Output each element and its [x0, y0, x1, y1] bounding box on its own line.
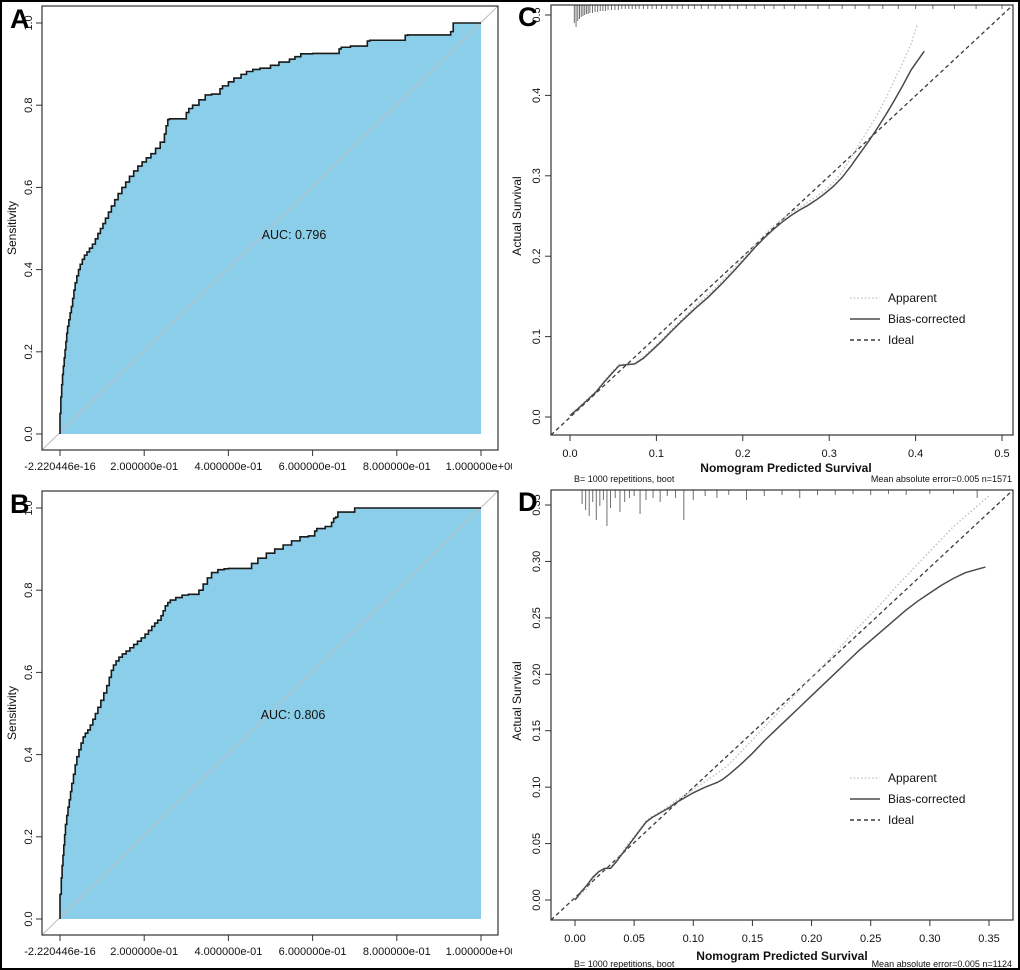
footnote-repetitions: B= 1000 repetitions, boot	[574, 959, 675, 969]
y-tick-label: 0.2	[23, 829, 35, 844]
legend-label: Ideal	[888, 333, 914, 347]
y-tick-label: 0.1	[531, 329, 543, 344]
chance-diagonal-line	[41, 5, 499, 451]
panel-d-label: D	[518, 487, 538, 517]
panel-b-roc-plot: -2.220446e-16 2.000000e-01 4.000000e-01 6.0…	[5, 490, 512, 958]
y-tick-label: 0.8	[23, 98, 35, 113]
panel-c-calibration-plot: 0.0 0.1 0.2 0.3 0.4 0.5 0.0 0.1 0.2 0.3 0.4 0.5 Nomo…	[512, 4, 1014, 484]
x-tick-label: 0.4	[908, 448, 923, 460]
y-axis-title: Sensitivity	[5, 686, 19, 740]
x-tick-label: 4.000000e-01	[194, 461, 262, 473]
x-tick-label: -2.220446e-16	[24, 946, 96, 958]
x-tick-label: -2.220446e-16	[24, 461, 96, 473]
legend-label: Apparent	[888, 771, 937, 785]
chance-diagonal-line	[41, 490, 499, 936]
x-tick-label: 0.0	[562, 448, 577, 460]
legend-label: Ideal	[888, 813, 914, 827]
x-tick-label: 0.3	[822, 448, 837, 460]
x-axis-title: Nomogram Predicted Survival	[700, 461, 871, 475]
x-tick-label: 0.25	[860, 933, 881, 945]
y-tick-label: 0.6	[23, 665, 35, 680]
x-tick-label: 4.000000e-01	[194, 946, 262, 958]
plot-frame	[550, 4, 1014, 436]
y-tick-label: 0.0	[23, 426, 35, 441]
plot-frame	[550, 489, 1014, 921]
y-tick-label: 0.5	[531, 7, 543, 22]
y-tick-label: 0.15	[531, 720, 543, 741]
x-axis-title: Nomogram Predicted Survival	[696, 949, 867, 963]
legend-label: Apparent	[888, 291, 937, 305]
y-tick-label: 0.0	[531, 409, 543, 424]
x-tick-label: 0.35	[978, 933, 999, 945]
x-tick-label: 1.000000e+00	[446, 461, 512, 473]
footnote-mean-error: Mean absolute error=0.005 n=1571	[871, 474, 1012, 484]
x-tick-label: 0.10	[683, 933, 704, 945]
y-tick-label: 0.20	[531, 664, 543, 685]
y-tick-label: 0.4	[23, 747, 35, 762]
y-tick-label: 0.00	[531, 889, 543, 910]
y-tick-label: 0.10	[531, 776, 543, 797]
footnote-repetitions: B= 1000 repetitions, boot	[574, 474, 675, 484]
roc-curve	[59, 22, 481, 434]
panel-c-label: C	[518, 2, 538, 32]
y-tick-label: 0.25	[531, 607, 543, 628]
x-tick-label: 0.20	[801, 933, 822, 945]
y-axis-title: Sensitivity	[5, 201, 19, 255]
roc-curve	[59, 507, 481, 919]
y-axis-title: Actual Survival	[512, 176, 524, 255]
x-tick-label: 0.1	[649, 448, 664, 460]
bias-corrected-curve	[574, 566, 986, 901]
panel-a-label: A	[10, 4, 30, 34]
y-tick-label: 1.0	[23, 15, 35, 30]
y-tick-label: 0.2	[531, 249, 543, 264]
ideal-line	[550, 489, 1014, 921]
x-tick-label: 0.2	[735, 448, 750, 460]
y-tick-label: 0.05	[531, 833, 543, 854]
x-tick-label: 2.000000e-01	[110, 461, 178, 473]
y-axis-title: Actual Survival	[512, 661, 524, 740]
auc-annotation: AUC: 0.796	[262, 228, 327, 242]
x-tick-label: 6.000000e-01	[279, 946, 347, 958]
y-tick-label: 0.4	[23, 262, 35, 277]
x-tick-label: 1.000000e+00	[446, 946, 512, 958]
plot-frame	[41, 490, 499, 936]
x-tick-label: 0.15	[742, 933, 763, 945]
roc-area-fill	[60, 23, 481, 434]
legend-label: Bias-corrected	[888, 312, 965, 326]
x-tick-label: 8.000000e-01	[363, 461, 431, 473]
footnote-mean-error: Mean absolute error=0.005 n=1124	[872, 959, 1012, 969]
ideal-line	[550, 4, 1014, 436]
apparent-curve	[574, 495, 990, 901]
legend-label: Bias-corrected	[888, 792, 965, 806]
x-tick-label: 6.000000e-01	[279, 461, 347, 473]
bias-corrected-curve	[569, 50, 925, 416]
y-tick-label: 0.4	[531, 88, 543, 103]
apparent-curve	[569, 24, 918, 416]
y-tick-label: 0.0	[23, 911, 35, 926]
y-tick-label: 1.0	[23, 500, 35, 515]
panel-b-label: B	[10, 489, 30, 519]
x-tick-label: 8.000000e-01	[363, 946, 431, 958]
x-tick-label: 0.00	[564, 933, 585, 945]
y-tick-label: 0.2	[23, 344, 35, 359]
panel-d-calibration-plot: 0.00 0.05 0.10 0.15 0.20 0.25 0.30 0.35 0.00 0.05…	[512, 489, 1014, 969]
plot-frame	[41, 5, 499, 451]
x-tick-label: 2.000000e-01	[110, 946, 178, 958]
y-tick-label: 0.3	[531, 168, 543, 183]
y-tick-label: 0.30	[531, 551, 543, 572]
y-tick-label: 0.8	[23, 583, 35, 598]
x-tick-label: 0.5	[994, 448, 1009, 460]
x-tick-label: 0.30	[919, 933, 940, 945]
panel-a-roc-plot: -2.220446e-16 2.000000e-01 4.000000e-01 6.0…	[5, 5, 512, 473]
auc-annotation: AUC: 0.806	[261, 708, 326, 722]
y-tick-label: 0.35	[531, 494, 543, 515]
x-tick-label: 0.05	[623, 933, 644, 945]
y-tick-label: 0.6	[23, 180, 35, 195]
